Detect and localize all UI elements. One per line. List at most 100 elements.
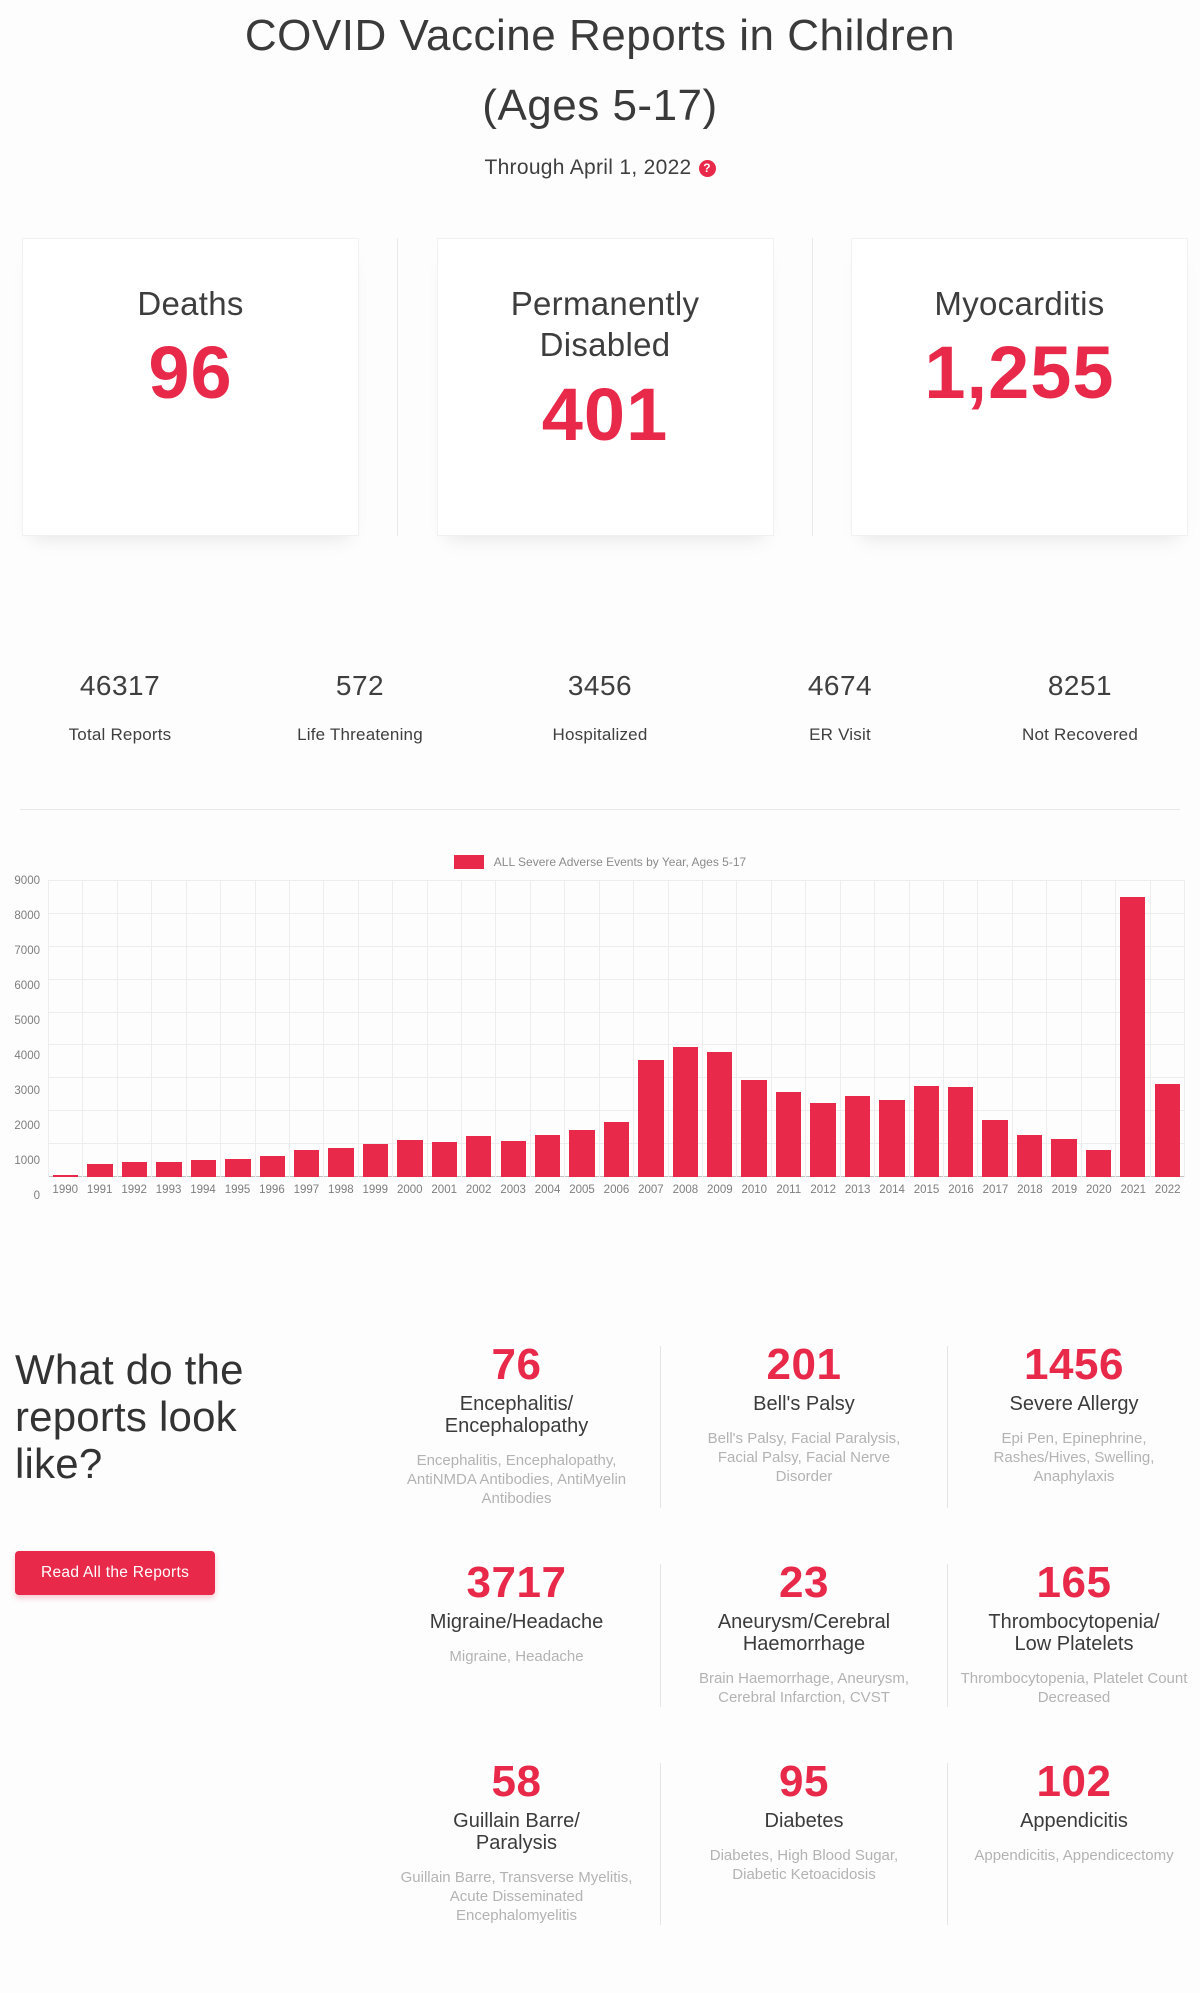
permanently-disabled-card: Permanently Disabled 401 xyxy=(436,238,774,536)
gridline xyxy=(48,978,1185,980)
y-axis-tick-label: 6000 xyxy=(14,980,40,992)
chart-column xyxy=(49,881,84,1177)
gridline xyxy=(48,945,1185,947)
x-axis-tick-label: 2014 xyxy=(879,1184,905,1196)
chart-bar-1999 xyxy=(362,1144,389,1177)
gridline xyxy=(48,1044,1185,1046)
cell-count: 201 xyxy=(766,1340,842,1389)
cell-subtitle: Appendicitis, Appendicectomy xyxy=(974,1847,1174,1864)
cell-subtitle: Diabetes, High Blood Sugar, Diabetic Ket… xyxy=(709,1847,899,1883)
stats-strip: 46317 Total Reports 572 Life Threatening… xyxy=(0,670,1200,745)
x-axis-tick-label: 2012 xyxy=(810,1184,836,1196)
page-title-ages: (Ages 5-17) xyxy=(482,81,718,130)
stat-total-reports: 46317 Total Reports xyxy=(0,670,240,745)
chart-column xyxy=(737,881,772,1177)
card-label: Permanently Disabled xyxy=(510,285,700,364)
chart-bar-2020 xyxy=(1085,1150,1112,1177)
chart-bar-2022 xyxy=(1154,1083,1180,1177)
cell-title: Bell's Palsy xyxy=(753,1393,855,1415)
chart-column xyxy=(324,881,359,1177)
card-label: Deaths xyxy=(137,285,244,322)
x-axis-tick-label: 2007 xyxy=(638,1184,664,1196)
y-axis-tick-label: 4000 xyxy=(14,1050,40,1063)
chart-column xyxy=(565,881,600,1177)
x-axis-tick-label: 2003 xyxy=(500,1184,526,1196)
deaths-card: Deaths 96 xyxy=(22,238,359,536)
gridline xyxy=(48,912,1185,914)
chart-column xyxy=(978,881,1013,1177)
x-axis-tick-label: 1992 xyxy=(121,1184,147,1196)
legend-swatch xyxy=(453,855,484,869)
chart-column xyxy=(600,881,635,1177)
chart-column xyxy=(531,881,566,1177)
legend-label: ALL Severe Adverse Events by Year, Ages … xyxy=(493,855,747,869)
stat-value: 572 xyxy=(335,670,385,701)
y-axis-tick-label: 0 xyxy=(33,1190,40,1202)
chart-bar-2019 xyxy=(1051,1138,1077,1177)
read-all-reports-button[interactable]: Read All the Reports xyxy=(15,1551,216,1595)
chart-column xyxy=(393,881,428,1177)
horizontal-divider xyxy=(20,809,1180,810)
cell-count: 23 xyxy=(779,1558,829,1607)
chart-column xyxy=(428,881,463,1177)
reports-intro: What do the reports look like? Read All … xyxy=(0,1346,373,1925)
chart-column xyxy=(1151,881,1185,1177)
chart-bar-1998 xyxy=(328,1148,354,1177)
report-date-text: Through April 1, 2022 xyxy=(484,156,692,179)
report-cell-encephalitis: 76 Encephalitis/ Encephalopathy Encephal… xyxy=(373,1340,660,1508)
chart-x-axis: 1990 1991 1992 1993 1994 1995 1996 1997 1998 1999… xyxy=(48,1184,1185,1196)
card-value: 96 xyxy=(148,331,233,415)
chart-column xyxy=(1047,881,1082,1177)
stat-value: 46317 xyxy=(79,670,161,701)
x-axis-tick-label: 1994 xyxy=(190,1184,216,1196)
chart-bar-1993 xyxy=(156,1162,182,1177)
chart-column xyxy=(83,881,118,1177)
cell-count: 3717 xyxy=(466,1558,567,1607)
chart-bar-2015 xyxy=(913,1086,939,1177)
chart-column xyxy=(910,881,944,1177)
chart-column xyxy=(1013,881,1048,1177)
stat-value: 4674 xyxy=(807,670,873,701)
report-cell-aneurysm: 23 Aneurysm/Cerebral Haemorrhage Brain H… xyxy=(660,1558,947,1707)
chart-bar-2016 xyxy=(947,1087,974,1177)
chart-column xyxy=(359,881,394,1177)
y-axis-tick-label: 1000 xyxy=(14,1155,40,1168)
cell-subtitle: Thrombocytopenia, Platelet Count Decreas… xyxy=(960,1670,1188,1706)
x-axis-tick-label: 2008 xyxy=(672,1184,699,1196)
y-axis-tick-label: 9000 xyxy=(14,875,40,887)
chart-column xyxy=(703,881,738,1177)
cell-title: Severe Allergy xyxy=(1009,1393,1139,1415)
chart-column xyxy=(1116,881,1151,1177)
card-value: 401 xyxy=(541,372,669,456)
chart-bar-1996 xyxy=(259,1155,285,1177)
stat-label: Life Threatening xyxy=(297,725,423,744)
chart-y-axis: 0 1000 2000 3000 4000 5000 6000 7000 8000 9000 xyxy=(14,875,43,1202)
chart-legend: ALL Severe Adverse Events by Year, Ages … xyxy=(0,855,1200,869)
gridline xyxy=(48,880,1185,881)
chart-bar-2002 xyxy=(466,1135,492,1177)
chart-bar-2000 xyxy=(397,1140,423,1177)
cell-count: 102 xyxy=(1036,1757,1112,1806)
help-icon[interactable]: ? xyxy=(698,159,716,177)
y-axis-tick-label: 3000 xyxy=(14,1085,40,1097)
y-axis-tick-label: 5000 xyxy=(14,1015,40,1027)
page-title: COVID Vaccine Reports in Children xyxy=(244,11,956,60)
card-gap xyxy=(359,238,437,536)
chart-column xyxy=(152,881,187,1177)
chart-column xyxy=(772,881,807,1177)
cell-subtitle: Encephalitis, Encephalopathy, AntiNMDA A… xyxy=(406,1452,627,1507)
chart-bar-2004 xyxy=(534,1135,561,1177)
x-axis-tick-label: 2015 xyxy=(913,1184,940,1196)
chart-column xyxy=(496,881,531,1177)
report-cell-diabetes: 95 Diabetes Diabetes, High Blood Sugar, … xyxy=(660,1760,947,1925)
chart-bar-2014 xyxy=(879,1100,905,1177)
stat-value: 3456 xyxy=(567,670,633,701)
cell-count: 1456 xyxy=(1024,1340,1124,1389)
gridline xyxy=(48,1077,1185,1079)
report-cell-appendicitis: 102 Appendicitis Appendicitis, Appendice… xyxy=(947,1757,1200,1925)
chart-bar-2013 xyxy=(844,1096,871,1177)
cell-count: 76 xyxy=(491,1340,542,1389)
report-cell-bells-palsy: 201 Bell's Palsy Bell's Palsy, Facial Pa… xyxy=(660,1340,947,1508)
x-axis-tick-label: 2002 xyxy=(465,1184,492,1196)
chart-columns xyxy=(48,881,1185,1177)
